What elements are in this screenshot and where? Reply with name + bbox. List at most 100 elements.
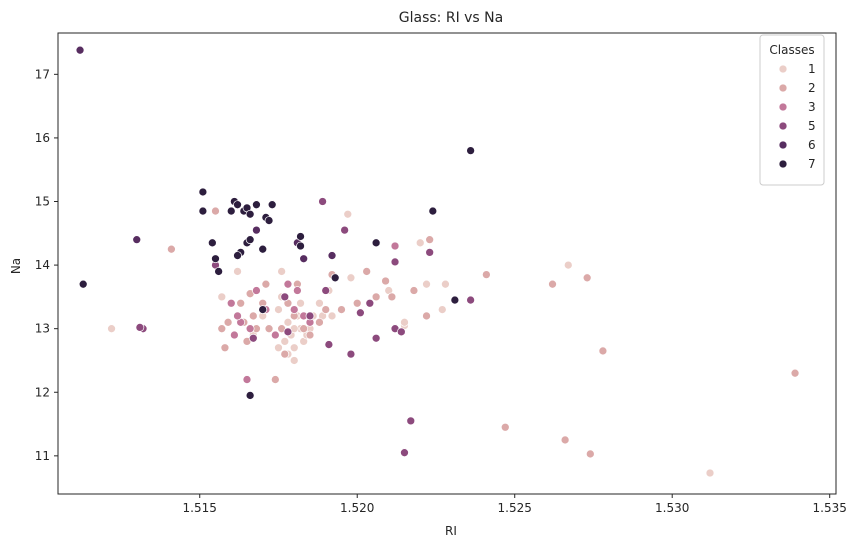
data-point-class-5 <box>248 333 258 343</box>
data-point-class-2 <box>236 298 246 308</box>
data-point-class-7 <box>233 200 242 210</box>
x-tick-label: 1.525 <box>498 501 532 515</box>
data-point-class-1 <box>343 209 353 219</box>
data-point-class-2 <box>352 298 362 308</box>
data-point-class-7 <box>258 305 268 314</box>
data-point-class-2 <box>381 276 390 286</box>
data-point-class-2 <box>560 435 570 445</box>
data-point-class-7 <box>296 241 305 251</box>
data-point-class-5 <box>466 295 475 305</box>
data-point-class-2 <box>422 311 431 321</box>
data-point-class-3 <box>270 330 280 340</box>
data-point-class-2 <box>261 279 271 289</box>
data-point-class-3 <box>242 375 252 384</box>
data-point-class-7 <box>330 273 340 283</box>
data-point-class-2 <box>305 330 315 340</box>
data-point-class-6 <box>299 254 309 264</box>
legend-label: 6 <box>808 138 816 152</box>
data-point-class-7 <box>226 206 236 216</box>
x-tick-label: 1.530 <box>655 501 689 515</box>
data-point-class-3 <box>226 298 236 308</box>
plot-frame <box>57 32 837 495</box>
legend-label: 1 <box>808 62 816 76</box>
data-point-class-1 <box>422 279 431 289</box>
data-point-class-2 <box>211 206 220 216</box>
data-point-class-5 <box>371 333 381 343</box>
data-point-class-7 <box>245 235 255 245</box>
data-point-class-2 <box>270 375 280 384</box>
data-point-class-1 <box>346 273 356 283</box>
data-point-class-3 <box>233 311 242 321</box>
data-point-class-3 <box>283 279 293 289</box>
data-point-class-6 <box>252 225 261 235</box>
y-tick-label: 13 <box>35 322 50 336</box>
data-point-class-2 <box>585 449 595 459</box>
y-tick-label: 17 <box>35 67 50 81</box>
data-point-class-5 <box>135 323 145 332</box>
data-point-class-3 <box>293 286 302 295</box>
data-point-class-1 <box>296 298 305 308</box>
legend-items: 1 2 3 5 6 7 <box>778 62 816 171</box>
data-point-class-5 <box>321 286 331 295</box>
data-point-class-7 <box>428 206 438 216</box>
data-point-class-7 <box>233 251 242 260</box>
data-point-class-3 <box>390 241 400 251</box>
data-point-class-5 <box>340 225 349 235</box>
data-point-class-2 <box>321 305 331 314</box>
data-point-class-2 <box>280 349 290 359</box>
data-point-class-5 <box>346 349 356 359</box>
data-point-class-3 <box>245 324 255 334</box>
data-point-class-7 <box>264 216 274 225</box>
legend-marker <box>778 102 788 112</box>
data-point-class-3 <box>230 330 239 340</box>
data-point-class-7 <box>267 200 277 210</box>
data-point-class-6 <box>327 251 337 260</box>
data-point-class-5 <box>365 298 375 308</box>
data-point-class-5 <box>425 248 435 257</box>
data-point-class-7 <box>296 232 305 241</box>
y-axis: 11 12 13 14 15 16 17 <box>35 67 58 463</box>
data-point-class-1 <box>315 298 324 308</box>
data-point-class-2 <box>387 292 397 302</box>
data-point-class-5 <box>396 327 406 337</box>
legend-marker <box>778 121 788 131</box>
data-point-class-5 <box>390 257 400 267</box>
legend-label: 5 <box>808 119 816 133</box>
data-point-class-1 <box>283 317 293 327</box>
data-point-class-2 <box>299 324 309 334</box>
x-axis: 1.515 1.520 1.525 1.530 1.535 <box>183 494 847 515</box>
data-point-class-5 <box>280 292 290 302</box>
data-point-class-1 <box>107 324 116 334</box>
data-point-class-5 <box>324 340 334 349</box>
data-point-class-2 <box>582 273 592 283</box>
data-point-class-3 <box>252 286 261 295</box>
x-tick-label: 1.515 <box>183 501 217 515</box>
data-point-class-2 <box>217 324 227 334</box>
y-tick-label: 14 <box>35 258 50 272</box>
data-point-class-2 <box>264 324 274 334</box>
data-point-class-1 <box>289 356 299 365</box>
legend-marker <box>778 83 788 93</box>
legend-label: 2 <box>808 81 816 95</box>
data-point-class-2 <box>223 317 233 327</box>
data-point-class-5 <box>356 308 365 318</box>
legend-marker <box>778 159 788 169</box>
y-tick-label: 11 <box>35 449 50 463</box>
data-point-class-1 <box>274 343 283 353</box>
x-tick-label: 1.520 <box>340 501 374 515</box>
data-point-class-7 <box>450 295 460 305</box>
data-point-class-1 <box>277 267 286 276</box>
data-point-class-2 <box>409 286 419 295</box>
data-point-class-7 <box>211 254 220 264</box>
data-point-class-2 <box>500 422 510 432</box>
data-point-class-5 <box>283 327 293 337</box>
data-point-class-2 <box>220 343 230 353</box>
data-point-class-7 <box>198 206 208 216</box>
data-point-class-5 <box>406 416 416 426</box>
data-point-class-6 <box>75 45 85 55</box>
data-point-class-2 <box>482 270 491 279</box>
data-point-class-7 <box>466 146 475 155</box>
data-point-class-2 <box>425 235 435 245</box>
